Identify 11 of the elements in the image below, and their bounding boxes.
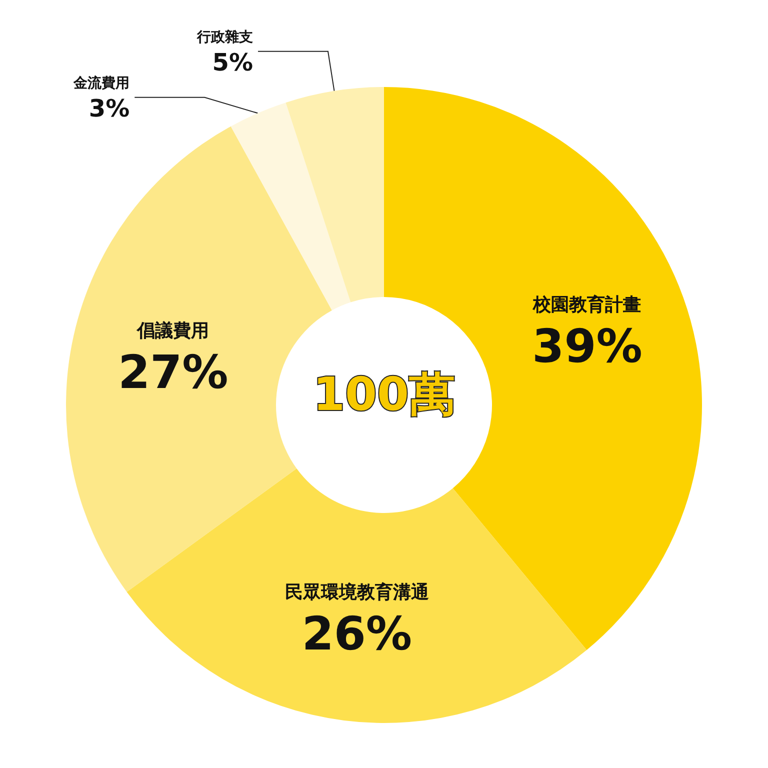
data-label: 27% <box>118 344 228 399</box>
data-label: 26% <box>302 606 412 660</box>
text: 100萬 <box>312 367 456 421</box>
slice-label: 倡議費用 <box>136 320 210 342</box>
data-label: 39% <box>532 318 642 373</box>
data-label: 3% <box>88 94 130 122</box>
slice-label: 民眾環境教育溝通 <box>284 580 429 603</box>
slice-label: 校園教育計畫 <box>532 293 642 316</box>
slice-label: 行政雜支 <box>196 28 253 46</box>
slice-label: 金流費用 <box>72 74 130 92</box>
data-label: 5% <box>212 48 253 76</box>
